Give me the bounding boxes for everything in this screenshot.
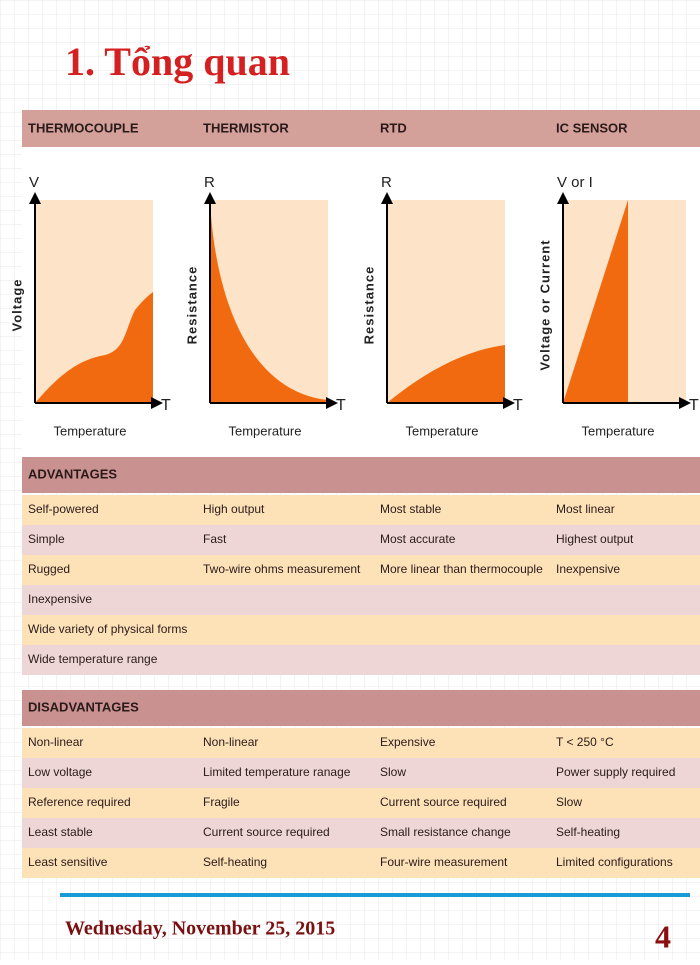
table-cell: Least sensitive	[28, 855, 108, 869]
table-row	[22, 728, 700, 758]
x-symbol: T	[336, 397, 346, 414]
table-cell: High output	[203, 502, 265, 516]
y-symbol: V	[29, 174, 39, 191]
table-row	[22, 848, 700, 878]
table-cell: Non-linear	[203, 735, 258, 749]
column-header: THERMISTOR	[203, 120, 289, 135]
curve	[563, 200, 628, 403]
table-cell: Most linear	[556, 502, 615, 516]
y-symbol: V or I	[557, 174, 593, 191]
slide-title: 1. Tổng quan	[65, 39, 290, 84]
x-arrow	[679, 397, 691, 409]
x-arrow	[151, 397, 163, 409]
page-number: 4	[655, 918, 671, 954]
y-label: Resistance	[184, 266, 199, 345]
table-cell: Current source required	[203, 825, 330, 839]
x-label: Temperature	[229, 423, 302, 438]
table-cell: Least stable	[28, 825, 93, 839]
x-arrow	[503, 397, 515, 409]
y-symbol: R	[381, 174, 392, 191]
section-heading: ADVANTAGES	[28, 466, 117, 481]
x-label: Temperature	[582, 423, 655, 438]
y-label: Voltage or Current	[537, 239, 552, 370]
curve	[35, 292, 153, 403]
table-row	[22, 555, 700, 585]
y-arrow	[29, 192, 41, 204]
table-cell: Fragile	[203, 795, 240, 809]
table-cell: Slow	[556, 795, 582, 809]
column-header: RTD	[380, 120, 407, 135]
table-cell: Four-wire measurement	[380, 855, 508, 869]
table-cell: Most accurate	[380, 532, 456, 546]
y-arrow	[557, 192, 569, 204]
x-arrow	[326, 397, 338, 409]
section-header	[22, 457, 700, 493]
table-cell: Low voltage	[28, 765, 92, 779]
table-cell: Self-powered	[28, 502, 99, 516]
table-cell: T < 250 °C	[556, 735, 614, 749]
table-cell: Power supply required	[556, 765, 675, 779]
y-arrow	[204, 192, 216, 204]
table-cell: Limited configurations	[556, 855, 673, 869]
table-cell: Self-heating	[203, 855, 267, 869]
table-cell: More linear than thermocouple	[380, 562, 543, 576]
table-cell: Simple	[28, 532, 65, 546]
y-label: Voltage	[9, 279, 24, 332]
x-symbol: T	[161, 397, 171, 414]
table-row	[22, 758, 700, 788]
x-label: Temperature	[406, 423, 479, 438]
y-arrow	[381, 192, 393, 204]
table-row	[22, 818, 700, 848]
table-cell: Non-linear	[28, 735, 83, 749]
table-cell: Highest output	[556, 532, 634, 546]
table-cell: Rugged	[28, 562, 70, 576]
y-label: Resistance	[361, 266, 376, 345]
header-band	[22, 110, 700, 147]
table-cell: Inexpensive	[556, 562, 620, 576]
section-heading: DISADVANTAGES	[28, 699, 139, 714]
table-row	[22, 788, 700, 818]
footer-date: Wednesday, November 25, 2015	[65, 918, 335, 940]
table-cell: Inexpensive	[28, 592, 92, 606]
table-row	[22, 525, 700, 555]
x-symbol: T	[689, 397, 699, 414]
table-cell: Fast	[203, 532, 227, 546]
table-cell: Slow	[380, 765, 406, 779]
table-cell: Small resistance change	[380, 825, 511, 839]
table-cell: Limited temperature ranage	[203, 765, 351, 779]
x-symbol: T	[513, 397, 523, 414]
column-header: THERMOCOUPLE	[28, 120, 139, 135]
x-label: Temperature	[54, 423, 127, 438]
table-row	[22, 585, 700, 615]
table-row	[22, 645, 700, 675]
table-cell: Most stable	[380, 502, 442, 516]
table-cell: Wide temperature range	[28, 652, 158, 666]
table-cell: Wide variety of physical forms	[28, 622, 187, 636]
section-header	[22, 690, 700, 726]
curve	[210, 200, 328, 403]
table-cell: Self-heating	[556, 825, 620, 839]
y-symbol: R	[204, 174, 215, 191]
table-row	[22, 495, 700, 525]
table-cell: Expensive	[380, 735, 436, 749]
curve	[387, 345, 505, 403]
table-cell: Reference required	[28, 795, 131, 809]
table-cell: Current source required	[380, 795, 507, 809]
table-row	[22, 615, 700, 645]
table-cell: Two-wire ohms measurement	[203, 562, 361, 576]
column-header: IC SENSOR	[556, 120, 628, 135]
